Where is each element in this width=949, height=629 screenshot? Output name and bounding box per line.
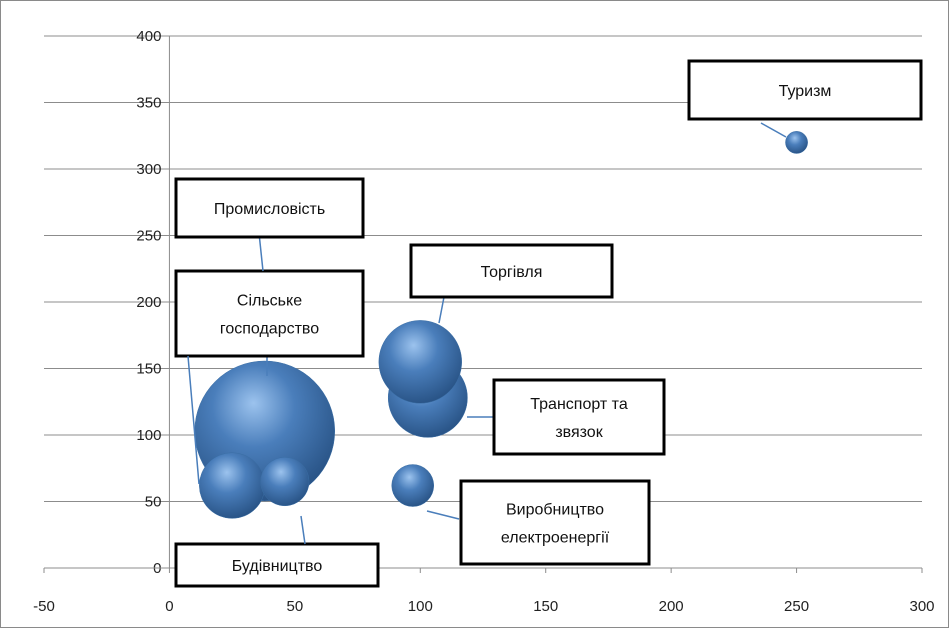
data-label-text-5-line-2: звязок (555, 424, 603, 441)
x-tick-label-0: 0 (165, 598, 173, 615)
leader-line-4 (438, 296, 445, 324)
bubble-4 (378, 320, 462, 404)
bubble-3 (260, 457, 310, 507)
bubble-2 (199, 452, 266, 519)
x-tick-label-300: 300 (909, 598, 934, 615)
data-label-text-6-line-2: електроенергії (501, 530, 610, 547)
x-tick-label-200: 200 (659, 598, 684, 615)
y-tick-label-100: 100 (136, 427, 161, 444)
y-tick-label-150: 150 (136, 361, 161, 378)
x-tick-label-250: 250 (784, 598, 809, 615)
x-tick-label-50: 50 (287, 598, 304, 615)
data-label-box-2 (174, 542, 380, 588)
data-label-box-1 (174, 269, 365, 358)
y-tick-label-350: 350 (136, 95, 161, 112)
leader-line-2 (187, 355, 200, 485)
y-tick-label-250: 250 (136, 228, 161, 245)
bubble-6 (391, 464, 435, 507)
leader-line-extra-1 (300, 515, 306, 545)
data-label-box-3 (174, 177, 365, 239)
bubble-7 (785, 131, 808, 154)
y-tick-label-200: 200 (136, 294, 161, 311)
x-tick-label-100: 100 (408, 598, 433, 615)
data-label-text-7-line-1: Туризм (779, 83, 832, 100)
leader-line-6 (426, 510, 460, 520)
data-label-text-1-line-2: господарство (220, 321, 319, 338)
data-label-text-1-line-1: Сільське (237, 293, 302, 310)
data-label-text-3-line-1: Промисловість (214, 201, 325, 218)
data-label-box-6 (459, 479, 651, 566)
x-tick-label-150: 150 (533, 598, 558, 615)
data-label-box-5 (492, 378, 666, 456)
y-tick-label-300: 300 (136, 161, 161, 178)
y-tick-label-50: 50 (145, 494, 162, 511)
data-label-box-4 (409, 243, 614, 299)
data-label-text-4-line-1: Торгівля (481, 264, 543, 281)
data-label-text-2-line-1: Будівництво (232, 558, 323, 575)
leader-line-7 (760, 122, 787, 138)
data-label-text-5-line-1: Транспорт та (530, 396, 628, 413)
x-tick-label--50: -50 (33, 598, 55, 615)
data-label-box-7 (687, 59, 923, 121)
leader-line-3 (258, 232, 264, 272)
y-tick-label-400: 400 (136, 28, 161, 45)
data-label-text-6-line-1: Виробництво (506, 502, 604, 519)
